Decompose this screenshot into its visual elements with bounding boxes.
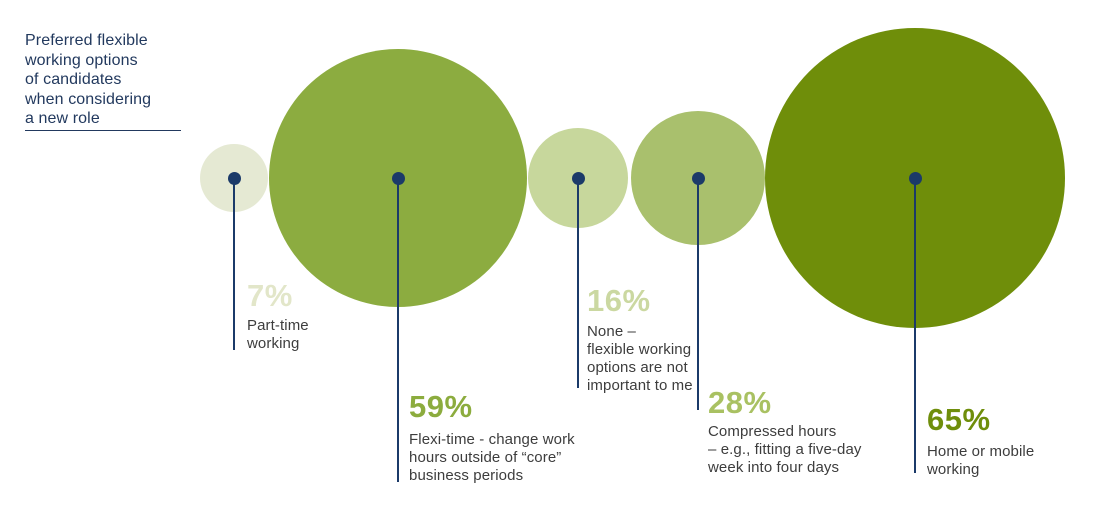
- category-label: Home or mobile working: [927, 443, 1035, 478]
- category-label: Part-time working: [247, 317, 309, 352]
- percent-label: 65%: [927, 402, 991, 437]
- leader-line: [914, 178, 916, 473]
- bubble-center-dot: [227, 171, 241, 185]
- bubble-center-dot: [391, 171, 405, 185]
- chart-title: Preferred flexible working options of ca…: [25, 32, 152, 127]
- percent-label: 59%: [409, 389, 473, 424]
- leader-line: [233, 178, 235, 350]
- title-underline: [25, 130, 181, 131]
- bubble-center-dot: [691, 171, 705, 185]
- category-label: None – flexible working options are not …: [587, 323, 693, 394]
- leader-line: [397, 178, 399, 482]
- category-label: Compressed hours – e.g., fitting a five-…: [708, 423, 862, 476]
- leader-line: [577, 178, 579, 388]
- bubble-center-dot: [571, 171, 585, 185]
- leader-line: [697, 178, 699, 410]
- category-label: Flexi-time - change work hours outside o…: [409, 431, 575, 484]
- percent-label: 28%: [708, 385, 772, 420]
- bubble-center-dot: [908, 171, 922, 185]
- percent-label: 7%: [247, 278, 293, 313]
- percent-label: 16%: [587, 283, 651, 318]
